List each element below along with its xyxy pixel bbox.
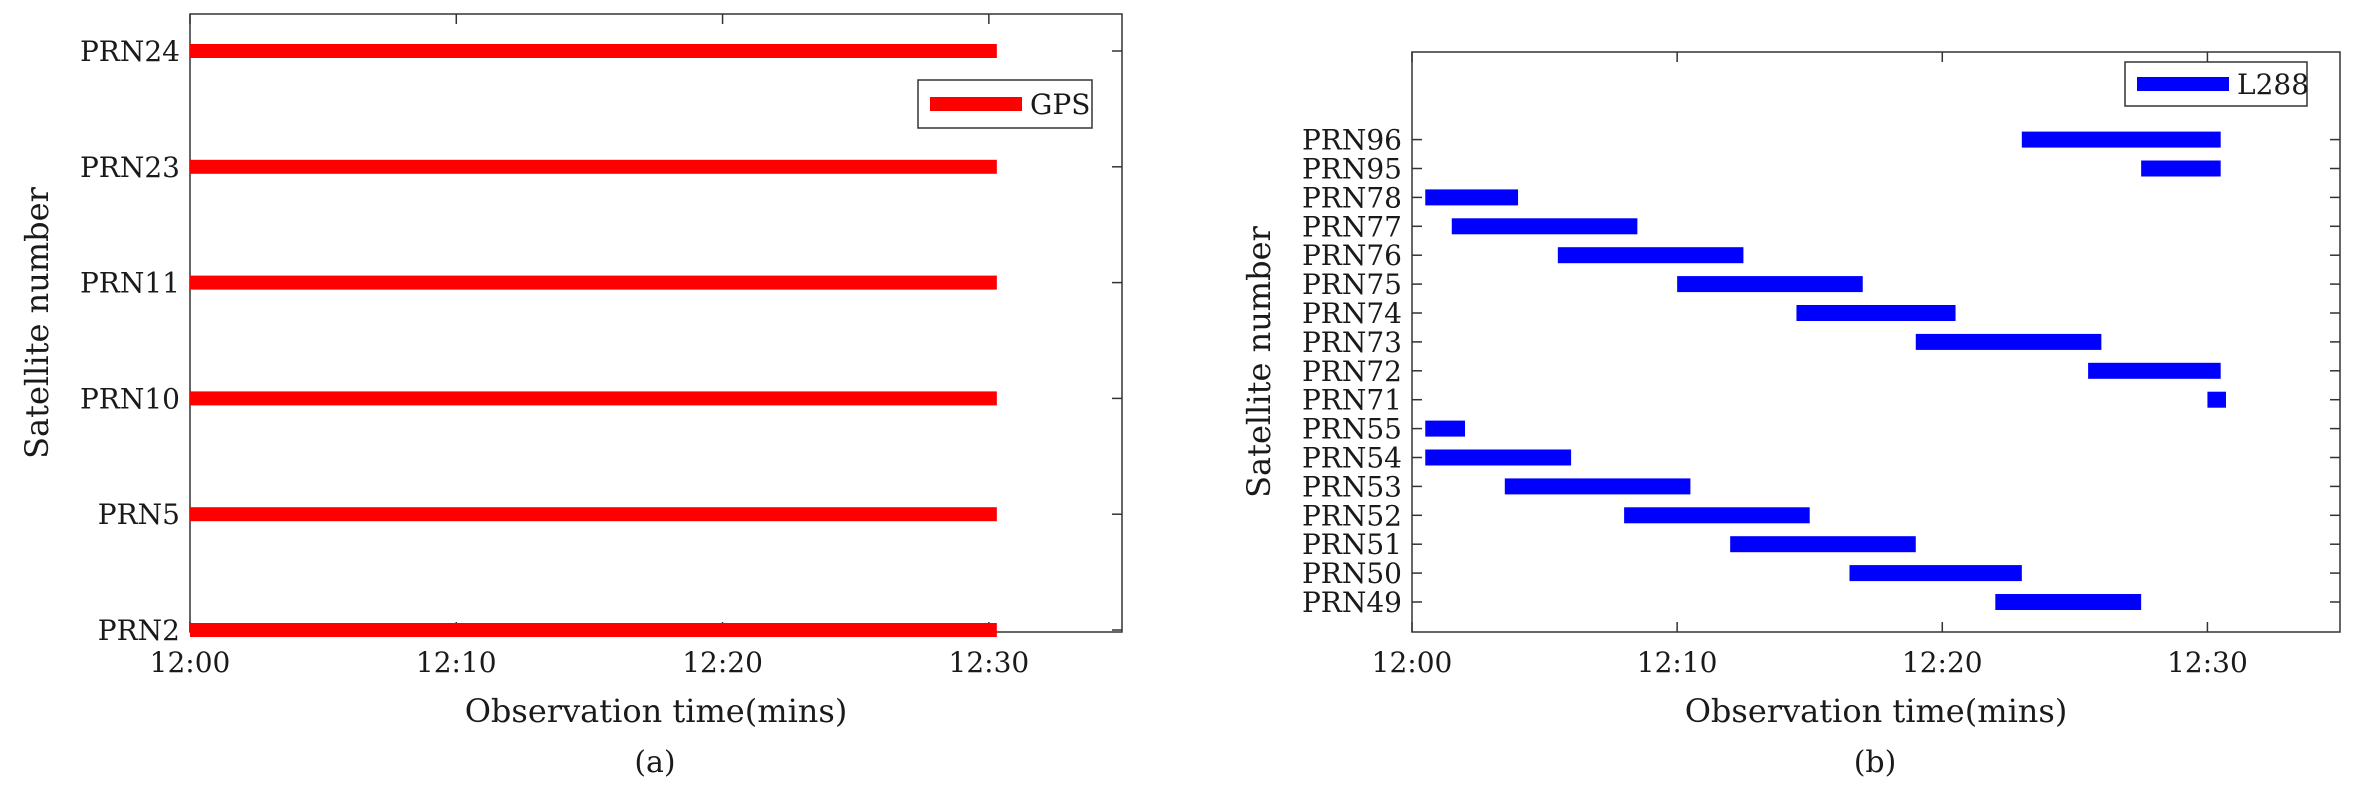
legend: GPS <box>917 79 1093 129</box>
y-axis-title: Satellite number <box>18 186 56 458</box>
y-tick-label: PRN24 <box>80 35 180 68</box>
y-tick-label: PRN5 <box>98 498 180 531</box>
y-tick-label: PRN52 <box>1302 499 1402 532</box>
y-tick-label: PRN53 <box>1302 470 1402 503</box>
visibility-bar-prn49 <box>1995 594 2142 610</box>
x-tick-label: 12:20 <box>1902 646 1983 679</box>
y-tick-label: PRN54 <box>1302 442 1402 475</box>
x-tick-label: 12:30 <box>949 646 1030 679</box>
visibility-bar-prn78 <box>1425 189 1519 206</box>
y-tick-label: PRN11 <box>80 267 180 300</box>
y-tick-label: PRN23 <box>80 151 180 184</box>
legend-swatch <box>930 97 1022 111</box>
y-tick-label: PRN55 <box>1302 413 1402 446</box>
visibility-bar-prn75 <box>1677 276 1863 293</box>
y-tick-label: PRN78 <box>1302 181 1402 214</box>
visibility-bar-prn74 <box>1796 305 1956 321</box>
visibility-bar-prn23 <box>190 159 997 174</box>
x-tick-label: 12:00 <box>1372 646 1453 679</box>
y-tick-label: PRN51 <box>1302 528 1402 561</box>
x-tick-label: 12:10 <box>416 646 497 679</box>
visibility-bar-prn52 <box>1624 507 1810 524</box>
y-tick-label: PRN50 <box>1302 557 1402 590</box>
chart-panel-b: 12:00 12:10 12:20 12:30 PRN49PRN50PRN51PRN52… <box>1240 51 2341 780</box>
y-tick-label: PRN76 <box>1302 239 1402 272</box>
visibility-bar-prn24 <box>190 44 997 58</box>
visibility-bar-prn95 <box>2141 160 2221 177</box>
y-tick-label: PRN74 <box>1302 297 1402 330</box>
y-tick-label: PRN71 <box>1302 384 1402 417</box>
x-axis-title: Observation time(mins) <box>1685 692 2068 730</box>
x-axis-title: Observation time(mins) <box>465 692 848 730</box>
y-tick-label: PRN96 <box>1302 124 1402 157</box>
visibility-bar-prn72 <box>2088 362 2221 379</box>
visibility-bar-prn53 <box>1504 478 1691 495</box>
y-tick-label: PRN10 <box>80 382 180 415</box>
legend: L288 <box>2124 61 2309 107</box>
x-tick-label: 12:10 <box>1637 646 1718 679</box>
y-tick-label: PRN2 <box>98 614 180 647</box>
visibility-bar-prn2 <box>190 623 997 637</box>
visibility-bar-prn73 <box>1915 333 2102 350</box>
visibility-bar-prn76 <box>1557 247 1744 264</box>
visibility-bar-prn50 <box>1849 565 2022 582</box>
y-tick-label: PRN72 <box>1302 355 1402 388</box>
panel-caption: (b) <box>1854 745 1897 780</box>
y-tick-label: PRN77 <box>1302 210 1402 243</box>
visibility-bar-prn55 <box>1425 420 1466 437</box>
y-tick-label: PRN75 <box>1302 268 1402 301</box>
visibility-bar-prn96 <box>2021 131 2221 148</box>
legend-label: L288 <box>2237 68 2309 101</box>
x-tick-label: 12:30 <box>2167 646 2248 679</box>
visibility-bar-prn51 <box>1730 536 1916 553</box>
y-axis-title: Satellite number <box>1240 225 1278 497</box>
x-tick-label: 12:00 <box>150 646 231 679</box>
visibility-bar-prn54 <box>1425 449 1572 466</box>
visibility-bar-prn11 <box>190 275 997 290</box>
visibility-bar-prn71 <box>2207 391 2226 408</box>
y-tick-label: PRN73 <box>1302 326 1402 359</box>
panel-caption: (a) <box>634 745 675 780</box>
legend-label: GPS <box>1030 88 1090 121</box>
visibility-bar-prn5 <box>190 507 997 522</box>
y-tick-label: PRN49 <box>1302 586 1402 619</box>
visibility-bar-prn77 <box>1451 218 1638 235</box>
chart-panel-a: 12:00 12:10 12:20 12:30 PRN2 PRN5 PRN10 PRN11 PR… <box>18 13 1123 780</box>
y-tick-label: PRN95 <box>1302 153 1402 186</box>
legend-swatch <box>2137 77 2229 91</box>
x-tick-label: 12:20 <box>682 646 763 679</box>
visibility-bar-prn10 <box>190 391 997 406</box>
